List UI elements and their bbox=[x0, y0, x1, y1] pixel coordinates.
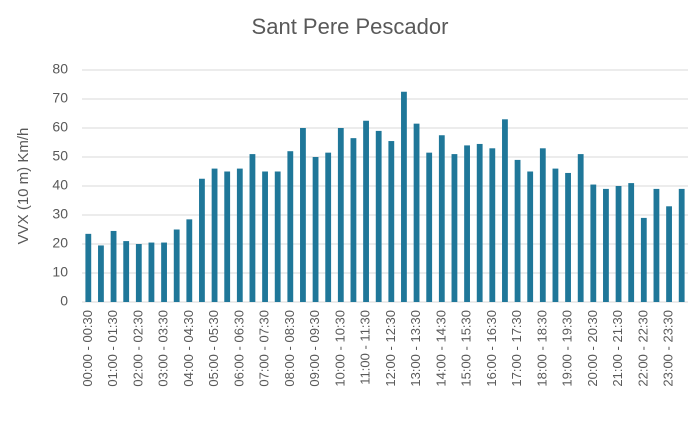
bar bbox=[653, 188, 660, 302]
chart-title: Sant Pere Pescador bbox=[252, 14, 449, 39]
bar bbox=[565, 172, 571, 302]
y-axis-label: VVX (10 m) Km/h bbox=[15, 128, 32, 245]
bar bbox=[287, 151, 294, 302]
bar bbox=[236, 168, 243, 302]
bar bbox=[249, 154, 256, 302]
bar bbox=[98, 245, 104, 302]
bar bbox=[401, 91, 407, 302]
bar bbox=[312, 157, 319, 302]
x-tick-label: 13:00 - 13:30 bbox=[408, 310, 423, 387]
bar bbox=[186, 219, 193, 302]
y-tick-label: 20 bbox=[52, 235, 68, 251]
x-tick-label: 22:00 - 22:30 bbox=[635, 310, 650, 387]
y-tick-label: 80 bbox=[52, 61, 68, 77]
bar bbox=[577, 154, 584, 302]
bar bbox=[413, 123, 420, 303]
bar bbox=[640, 217, 647, 302]
bar bbox=[438, 135, 445, 302]
bar bbox=[464, 145, 470, 302]
x-tick-label: 18:00 - 18:30 bbox=[534, 310, 549, 387]
x-tick-label: 17:00 - 17:30 bbox=[509, 310, 524, 387]
x-tick-label: 04:00 - 04:30 bbox=[181, 310, 196, 387]
bar bbox=[514, 159, 521, 302]
bar bbox=[211, 168, 218, 302]
y-tick-label: 0 bbox=[60, 293, 68, 309]
bar bbox=[110, 230, 117, 302]
y-tick-label: 30 bbox=[52, 206, 68, 222]
y-tick-label: 50 bbox=[52, 148, 68, 164]
x-tick-label: 19:00 - 19:30 bbox=[560, 310, 575, 387]
x-tick-label: 07:00 - 07:30 bbox=[257, 310, 272, 387]
bar bbox=[552, 168, 559, 302]
x-tick-label: 16:00 - 16:30 bbox=[484, 310, 499, 387]
bar bbox=[148, 242, 155, 302]
x-tick-label: 15:00 - 15:30 bbox=[459, 310, 474, 387]
bar bbox=[224, 171, 231, 302]
bar bbox=[363, 120, 369, 302]
bar bbox=[350, 138, 357, 302]
bar bbox=[539, 148, 546, 302]
bar bbox=[388, 141, 395, 302]
bar bbox=[628, 183, 635, 302]
x-tick-label: 02:00 - 02:30 bbox=[130, 310, 145, 387]
y-tick-label: 40 bbox=[52, 177, 68, 193]
bar bbox=[590, 184, 597, 302]
bar bbox=[199, 178, 205, 302]
bar bbox=[161, 242, 167, 302]
x-tick-label: 23:00 - 23:30 bbox=[661, 310, 676, 387]
x-tick-label: 08:00 - 08:30 bbox=[282, 310, 297, 387]
x-tick-label: 20:00 - 20:30 bbox=[585, 310, 600, 387]
bar bbox=[476, 143, 483, 302]
bar bbox=[502, 119, 508, 302]
bar bbox=[451, 154, 458, 302]
x-tick-label: 21:00 - 21:30 bbox=[610, 310, 625, 387]
bar bbox=[603, 188, 609, 302]
x-tick-label: 10:00 - 10:30 bbox=[332, 310, 347, 387]
y-tick-label: 10 bbox=[52, 264, 68, 280]
bar bbox=[666, 206, 672, 302]
x-tick-label: 11:00 - 11:30 bbox=[358, 310, 373, 385]
x-tick-label: 12:00 - 12:30 bbox=[383, 310, 398, 387]
bar bbox=[274, 171, 281, 302]
x-tick-label: 00:00 - 00:30 bbox=[80, 310, 95, 387]
y-tick-label: 60 bbox=[52, 119, 68, 135]
bar bbox=[300, 128, 306, 302]
bar bbox=[262, 171, 268, 302]
bar bbox=[173, 229, 180, 302]
y-tick-label: 70 bbox=[52, 90, 68, 106]
bar bbox=[615, 186, 622, 302]
bar bbox=[489, 148, 496, 302]
bar bbox=[375, 130, 382, 302]
bar bbox=[135, 244, 142, 302]
x-tick-label: 14:00 - 14:30 bbox=[433, 310, 448, 387]
bar bbox=[123, 241, 130, 302]
bar bbox=[527, 171, 534, 302]
bar bbox=[426, 152, 433, 302]
x-tick-label: 05:00 - 05:30 bbox=[206, 310, 221, 387]
bar bbox=[337, 128, 344, 302]
x-tick-label: 03:00 - 03:30 bbox=[156, 310, 171, 387]
x-tick-label: 06:00 - 06:30 bbox=[231, 310, 246, 387]
x-tick-label: 01:00 - 01:30 bbox=[105, 310, 120, 387]
bar bbox=[678, 188, 685, 302]
x-tick-label: 09:00 - 09:30 bbox=[307, 310, 322, 387]
bar bbox=[325, 152, 332, 302]
bar bbox=[85, 233, 92, 302]
